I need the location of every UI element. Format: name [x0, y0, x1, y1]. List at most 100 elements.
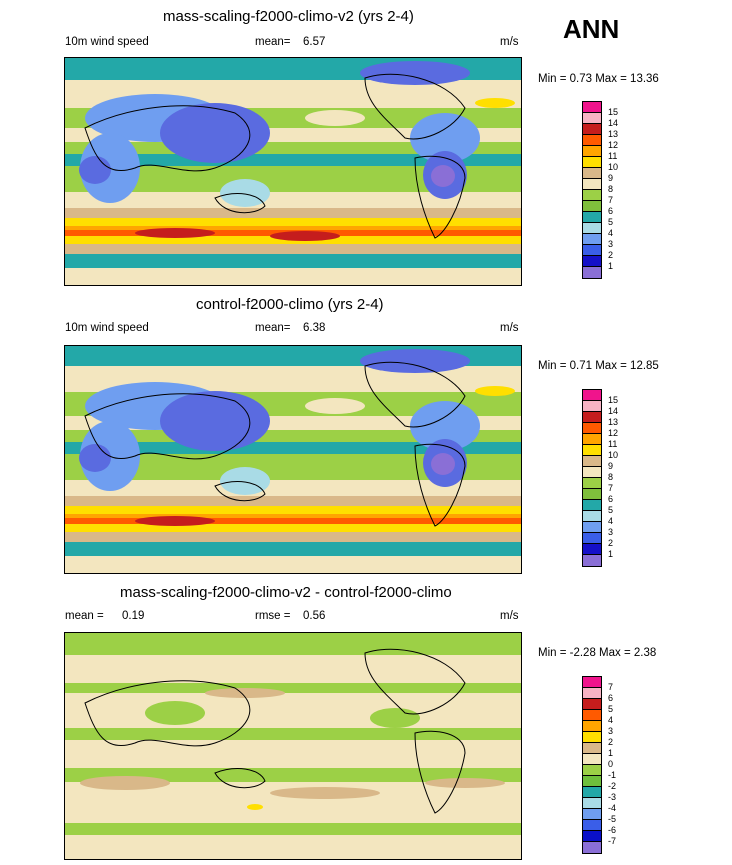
panel-2-min-max: Min = 0.71 Max = 12.85 — [538, 360, 659, 372]
panel-1-tick: 2 — [608, 250, 614, 260]
panel-3-mean-value: 0.19 — [122, 610, 145, 622]
panel-2-colorbar-swatch — [583, 522, 601, 533]
panel-3-colorbar-swatch — [583, 754, 601, 765]
panel-2-tick: 10 — [608, 450, 619, 460]
panel-1-tick: 11 — [608, 151, 618, 161]
panel-2-colorbar-swatch — [583, 423, 601, 434]
panel-2-colorbar-swatch — [583, 533, 601, 544]
panel-1-colorbar-swatch — [583, 102, 601, 113]
panel-2-title: control-f2000-climo (yrs 2-4) — [196, 296, 384, 313]
panel-3-colorbar-swatch — [583, 677, 601, 688]
panel-3-colorbar-swatch — [583, 732, 601, 743]
panel-1-tick: 4 — [608, 228, 614, 238]
panel-3-tick: 1 — [608, 748, 614, 758]
panel-2-tick: 13 — [608, 417, 619, 427]
panel-1-tick: 1 — [608, 261, 614, 271]
panel-3-tick: -1 — [608, 770, 617, 780]
panel-1-units: m/s — [500, 36, 519, 48]
panel-3-colorbar-swatch — [583, 710, 601, 721]
season-label: ANN — [563, 14, 620, 44]
panel-1-colorbar-swatch — [583, 212, 601, 223]
panel-2-tick: 14 — [608, 406, 619, 416]
panel-3-tick: -5 — [608, 814, 617, 824]
panel-3-tick: 5 — [608, 704, 614, 714]
panel-3-mean-label: mean = — [65, 610, 104, 622]
panel-1-colorbar-swatch — [583, 179, 601, 190]
panel-3-rmse-value: 0.56 — [303, 610, 326, 622]
panel-3-colorbar-swatch — [583, 831, 601, 842]
panel-3-tick: -4 — [608, 803, 617, 813]
panel-3-tick: 7 — [608, 682, 614, 692]
panel-3-units: m/s — [500, 610, 519, 622]
panel-3-colorbar-swatch — [583, 721, 601, 732]
panel-1-colorbar-swatch — [583, 223, 601, 234]
panel-2-colorbar-swatch — [583, 412, 601, 423]
panel-3-colorbar-swatch — [583, 842, 601, 853]
panel-2-colorbar-swatch — [583, 445, 601, 456]
panel-2-colorbar-swatch — [583, 467, 601, 478]
panel-3-colorbar-swatch — [583, 699, 601, 710]
panel-3-colorbar-swatch — [583, 820, 601, 831]
panel-2-tick: 4 — [608, 516, 614, 526]
panel-1-colorbar-swatch — [583, 190, 601, 201]
panel-1-tick: 3 — [608, 239, 614, 249]
panel-3-colorbar-swatch — [583, 743, 601, 754]
panel-2-colorbar-swatch — [583, 500, 601, 511]
panel-2-variable-label: 10m wind speed — [65, 322, 149, 334]
panel-3-tick: 6 — [608, 693, 614, 703]
panel-1-colorbar-swatch — [583, 124, 601, 135]
panel-3-tick: -6 — [608, 825, 617, 835]
panel-2-colorbar-swatch — [583, 390, 601, 401]
panel-2-tick: 1 — [608, 549, 614, 559]
panel-2-tick: 15 — [608, 395, 619, 405]
panel-3-rmse-label: rmse = — [255, 610, 291, 622]
panel-1-colorbar-swatch — [583, 267, 601, 278]
panel-3-colorbar-swatch — [583, 809, 601, 820]
panel-1-colorbar-swatch — [583, 113, 601, 124]
panel-1-tick: 8 — [608, 184, 614, 194]
panel-1-tick: 14 — [608, 118, 619, 128]
panel-3-tick: -3 — [608, 792, 617, 802]
panel-2-tick: 8 — [608, 472, 614, 482]
panel-3-tick: 3 — [608, 726, 614, 736]
panel-1-colorbar-swatch — [583, 234, 601, 245]
panel-1-colorbar-swatch — [583, 256, 601, 267]
panel-1-tick: 13 — [608, 129, 619, 139]
panel-2-map — [64, 345, 522, 574]
panel-2-colorbar-swatch — [583, 401, 601, 412]
panel-1-variable-label: 10m wind speed — [65, 36, 149, 48]
panel-1-min-max: Min = 0.73 Max = 13.36 — [538, 73, 659, 85]
panel-3-tick: -2 — [608, 781, 617, 791]
panel-1-mean-value: 6.57 — [303, 36, 326, 48]
panel-3-colorbar-swatch — [583, 798, 601, 809]
panel-1-colorbar-swatch — [583, 201, 601, 212]
panel-1-colorbar — [582, 101, 602, 279]
panel-2-tick: 9 — [608, 461, 614, 471]
panel-2-colorbar-swatch — [583, 478, 601, 489]
panel-3-min-max: Min = -2.28 Max = 2.38 — [538, 647, 657, 659]
panel-1-tick: 7 — [608, 195, 614, 205]
panel-2-mean-label: mean= — [255, 322, 291, 334]
panel-1-colorbar-swatch — [583, 168, 601, 179]
panel-3-map — [64, 632, 522, 860]
panel-1-tick: 6 — [608, 206, 614, 216]
panel-3-colorbar-swatch — [583, 688, 601, 699]
panel-1-tick: 5 — [608, 217, 614, 227]
panel-2-tick: 7 — [608, 483, 614, 493]
panel-2-tick: 12 — [608, 428, 619, 438]
panel-2-tick: 5 — [608, 505, 614, 515]
panel-2-colorbar — [582, 389, 602, 567]
panel-3-tick: 0 — [608, 759, 614, 769]
panel-3-colorbar-swatch — [583, 787, 601, 798]
panel-2-tick: 3 — [608, 527, 614, 537]
panel-2-mean-value: 6.38 — [303, 322, 326, 334]
panel-2-colorbar-swatch — [583, 456, 601, 467]
panel-1-title: mass-scaling-f2000-climo-v2 (yrs 2-4) — [163, 8, 414, 25]
panel-1-mean-label: mean= — [255, 36, 291, 48]
panel-3-title: mass-scaling-f2000-climo-v2 - control-f2… — [120, 584, 452, 601]
panel-3-tick: 4 — [608, 715, 614, 725]
panel-1-colorbar-swatch — [583, 135, 601, 146]
panel-1-map — [64, 57, 522, 286]
panel-2-tick: 2 — [608, 538, 614, 548]
panel-3-tick: 2 — [608, 737, 614, 747]
